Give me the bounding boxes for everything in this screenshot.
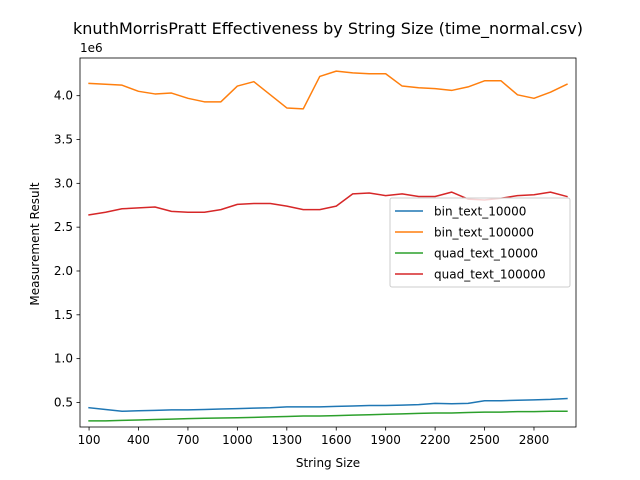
legend-label: quad_text_100000 bbox=[434, 268, 546, 282]
x-tick-label: 1900 bbox=[370, 433, 401, 447]
x-axis-label: String Size bbox=[296, 456, 360, 470]
series-line-bin_text_10000 bbox=[88, 397, 568, 412]
y-tick-label: 4.0 bbox=[54, 89, 73, 103]
y-axis-label: Measurement Result bbox=[28, 182, 42, 306]
x-tick-label: 1000 bbox=[222, 433, 253, 447]
x-tick-label: 100 bbox=[78, 433, 101, 447]
y-tick-label: 3.0 bbox=[54, 176, 73, 190]
legend-label: bin_text_10000 bbox=[434, 205, 526, 219]
series-line-bin_text_100000 bbox=[88, 70, 568, 110]
y-tick-label: 2.0 bbox=[54, 264, 73, 278]
legend-box bbox=[389, 197, 571, 288]
y-tick-label: 1.0 bbox=[54, 352, 73, 366]
legend-label: quad_text_10000 bbox=[434, 247, 538, 261]
legend-label: bin_text_100000 bbox=[434, 226, 534, 240]
series-line-quad_text_10000 bbox=[88, 410, 568, 422]
y-tick-label: 1.5 bbox=[54, 308, 73, 322]
y-tick-label: 0.5 bbox=[54, 395, 73, 409]
legend: bin_text_10000 bin_text_100000 quad_text_1… bbox=[389, 197, 571, 288]
axes-frame bbox=[79, 57, 577, 428]
x-tick-label: 2500 bbox=[469, 433, 500, 447]
x-tick-label: 1600 bbox=[321, 433, 352, 447]
x-tick-label: 1300 bbox=[272, 433, 303, 447]
y-tick-label: 2.5 bbox=[54, 220, 73, 234]
x-tick-label: 2200 bbox=[420, 433, 451, 447]
x-tick-label: 2800 bbox=[519, 433, 550, 447]
plot-area: 100 400 700 1000 1300 1600 1900 2200 2500 2800 0.5… bbox=[54, 57, 577, 447]
chart-title: knuthMorrisPratt Effectiveness by String… bbox=[73, 19, 583, 39]
y-offset-label: 1e6 bbox=[80, 41, 103, 55]
y-tick-label: 3.5 bbox=[54, 133, 73, 147]
x-tick-label: 700 bbox=[176, 433, 199, 447]
x-tick-label: 400 bbox=[127, 433, 150, 447]
